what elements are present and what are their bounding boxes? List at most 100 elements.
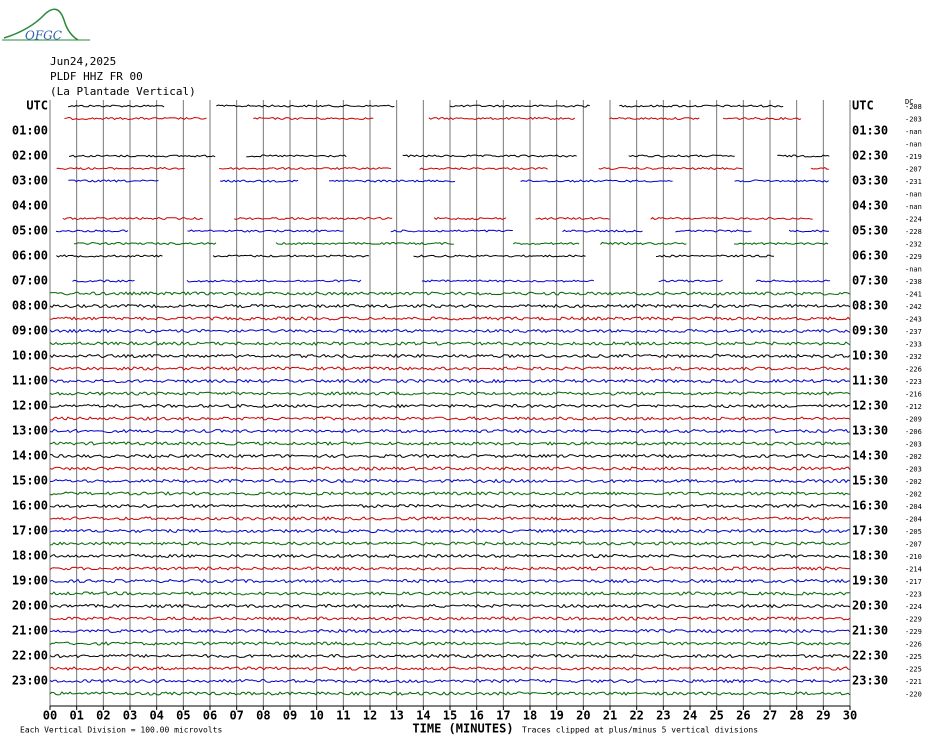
right-label: 01:30 [852,124,888,138]
dc-value: -203 [905,466,922,474]
trace [216,104,395,108]
trace [49,316,851,321]
trace [56,166,185,171]
trace [49,641,851,646]
right-label: 05:30 [852,224,888,238]
trace [50,516,851,521]
station: PLDF HHZ FR 00 [50,70,143,83]
left-label: 16:00 [12,499,48,513]
trace [788,229,829,233]
right-label: 08:30 [852,299,888,313]
dc-value: -202 [905,491,922,499]
trace [49,653,851,659]
dc-value: -225 [905,666,922,674]
dc-value: -nan [905,128,922,136]
trace [68,179,159,183]
x-tick-label: 07 [229,709,243,723]
right-label: 21:30 [852,624,888,638]
trace [619,104,784,108]
trace [810,167,829,170]
dc-value: -232 [905,353,922,361]
dc-value: -203 [905,441,922,449]
trace [49,291,851,296]
left-label: 11:00 [12,374,48,388]
trace [234,216,393,221]
left-label: UTC [26,99,48,113]
trace [433,217,507,220]
x-tick-label: 26 [736,709,750,723]
x-tick-label: 17 [496,709,510,723]
dc-value: -212 [905,403,922,411]
trace [212,254,370,258]
trace [402,154,577,158]
dc-value: -207 [905,166,922,174]
trace [49,403,851,409]
logo-curve [3,8,79,41]
right-label: 20:30 [852,599,888,613]
dc-value: -205 [905,528,922,536]
right-label: 02:30 [852,149,888,163]
x-tick-label: 05 [176,709,190,723]
trace [62,216,203,221]
right-label: 14:30 [852,449,888,463]
x-tick-label: 15 [443,709,457,723]
trace [253,116,374,120]
trace [650,216,813,221]
dc-value: -204 [905,503,922,511]
dc-value: -203 [905,116,922,124]
trace [49,416,851,421]
left-label: 01:00 [12,124,48,138]
dc-value: -237 [905,328,922,336]
right-label: 09:30 [852,324,888,338]
trace [49,603,851,609]
trace [49,666,851,671]
location: (La Plantade Vertical) [50,85,196,98]
left-label: 21:00 [12,624,48,638]
dc-value: -233 [905,341,922,349]
trace [49,303,851,309]
trace [734,242,829,246]
right-label: 10:30 [852,349,888,363]
trace [598,166,743,171]
footer-clip: Traces clipped at plus/minus 5 vertical … [522,726,758,735]
right-label: 07:30 [852,274,888,288]
x-tick-label: 10 [309,709,323,723]
dc-value: -206 [905,428,922,436]
right-label: 15:30 [852,474,888,488]
right-label: 17:30 [852,524,888,538]
dc-value: -243 [905,316,922,324]
trace [49,478,851,484]
dc-value: -238 [905,278,922,286]
trace [49,341,851,346]
trace [246,154,347,158]
right-label: 04:30 [852,199,888,213]
dc-value: -204 [905,516,922,524]
trace [49,566,851,571]
dc-value: -228 [905,228,922,236]
left-label: 12:00 [12,399,48,413]
x-tick-label: 28 [789,709,803,723]
trace [49,616,851,621]
x-tick-label: 11 [336,709,350,723]
left-label: 20:00 [12,599,48,613]
dc-value: -214 [905,566,922,574]
trace [562,229,643,233]
left-label: 17:00 [12,524,48,538]
dc-value: -nan [905,191,922,199]
right-label: 22:30 [852,649,888,663]
x-tick-label: 12 [363,709,377,723]
x-tick-label: 30 [843,709,857,723]
trace [755,279,830,283]
date: Jun24,2025 [50,55,116,68]
trace [49,391,851,396]
trace [73,241,217,246]
dc-header: DC [905,98,913,106]
dc-value: -219 [905,153,922,161]
trace [49,366,851,371]
x-tick-label: 16 [469,709,483,723]
trace [512,241,580,245]
x-tick-label: 22 [629,709,643,723]
x-tick-label: 14 [416,709,430,723]
dc-value: -209 [905,416,922,424]
